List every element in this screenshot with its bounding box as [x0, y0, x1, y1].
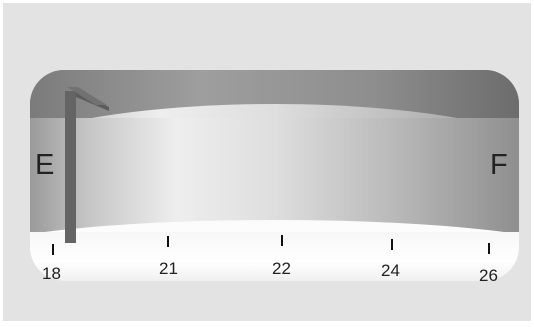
- scale-tick-label: 24: [381, 261, 400, 280]
- scale-tick: [391, 239, 393, 250]
- scale-tick-label: 21: [159, 259, 178, 278]
- scale-tick-label: 18: [42, 264, 61, 283]
- scale-tick: [52, 244, 54, 255]
- scale-band: [30, 232, 519, 281]
- scale-tick-label: 26: [479, 266, 498, 285]
- fuel-gauge: [30, 70, 519, 281]
- full-label: F: [490, 149, 508, 181]
- scale-tick: [281, 235, 283, 246]
- empty-label: E: [35, 149, 55, 181]
- scale-tick-label: 22: [272, 259, 291, 278]
- dial-face: [30, 118, 519, 240]
- scale-tick: [488, 243, 490, 254]
- scale-tick: [167, 236, 169, 247]
